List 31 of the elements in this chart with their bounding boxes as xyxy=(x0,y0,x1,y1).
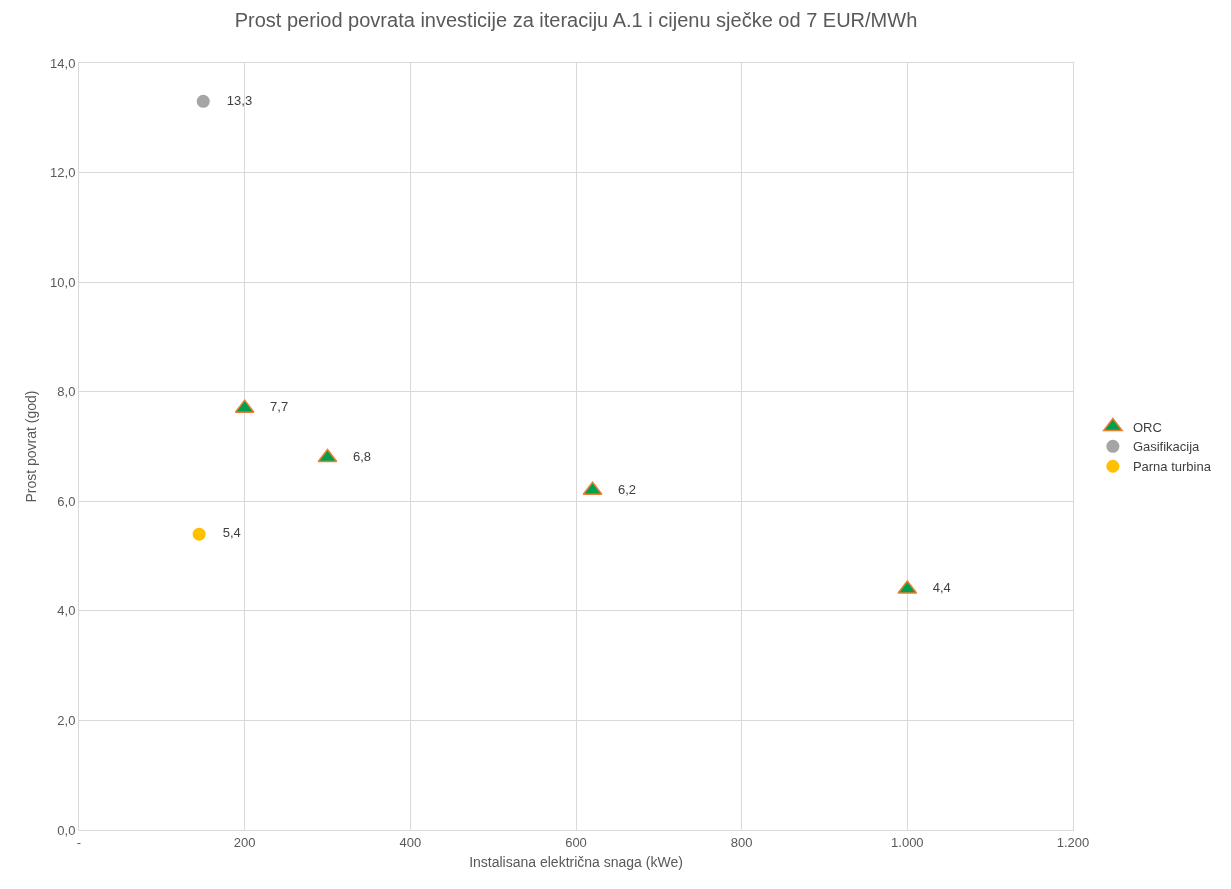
chart-title: Prost period povrata investicije za iteraciju A.1 i cijenu sječke od 7 EUR/MWh xyxy=(234,9,918,32)
point xyxy=(317,448,338,463)
data-label: 7,7 xyxy=(255,399,289,415)
y-tick-label: 8,0 xyxy=(57,384,76,400)
y-tick-label: 14,0 xyxy=(50,55,76,71)
data-label: 4,4 xyxy=(918,580,951,596)
data-label: 6,8 xyxy=(338,448,372,464)
data-label: 13,3 xyxy=(212,92,253,108)
legend-label: ORC xyxy=(1132,419,1162,435)
y-tick-label: 12,0 xyxy=(50,165,76,181)
y-tick-label: 6,0 xyxy=(57,493,76,509)
y-tick-label: 0,0 xyxy=(57,822,76,838)
y-tick-label: 10,0 xyxy=(50,274,76,290)
x-tick-label: - xyxy=(76,834,82,850)
x-tick-label: 1.200 xyxy=(1056,834,1090,850)
y-tick-label: 4,0 xyxy=(57,603,76,619)
x-tick-label: 800 xyxy=(730,834,753,850)
point xyxy=(196,94,210,108)
data-label: 5,4 xyxy=(208,525,241,541)
legend-label: Gasifikacija xyxy=(1132,439,1201,455)
data-label: 6,2 xyxy=(603,481,637,497)
y-axis-title: Prost povrat (god) xyxy=(22,390,39,503)
legend-label: Parna turbina xyxy=(1132,459,1212,475)
point xyxy=(582,481,603,496)
y-tick-label: 2,0 xyxy=(57,712,76,728)
x-tick-label: 600 xyxy=(565,834,587,850)
x-axis-title: Instalisana električna snaga (kWe) xyxy=(469,853,683,870)
x-tick-label: 1.000 xyxy=(891,834,924,850)
x-tick-label: 400 xyxy=(399,834,422,850)
point xyxy=(192,527,206,541)
x-tick-label: 200 xyxy=(233,834,256,850)
